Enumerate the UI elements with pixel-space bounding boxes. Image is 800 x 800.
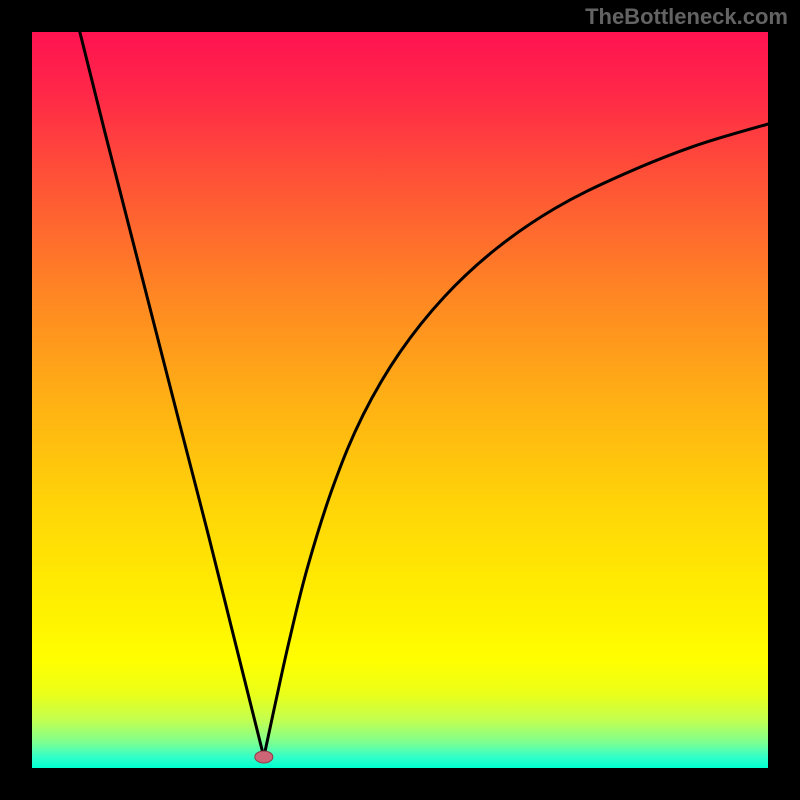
minimum-marker [255,751,273,763]
watermark-text: TheBottleneck.com [585,4,788,30]
chart-frame: TheBottleneck.com [0,0,800,800]
curve-left-branch [80,32,264,757]
curve-right-branch [264,124,768,757]
curve-layer [0,0,800,800]
